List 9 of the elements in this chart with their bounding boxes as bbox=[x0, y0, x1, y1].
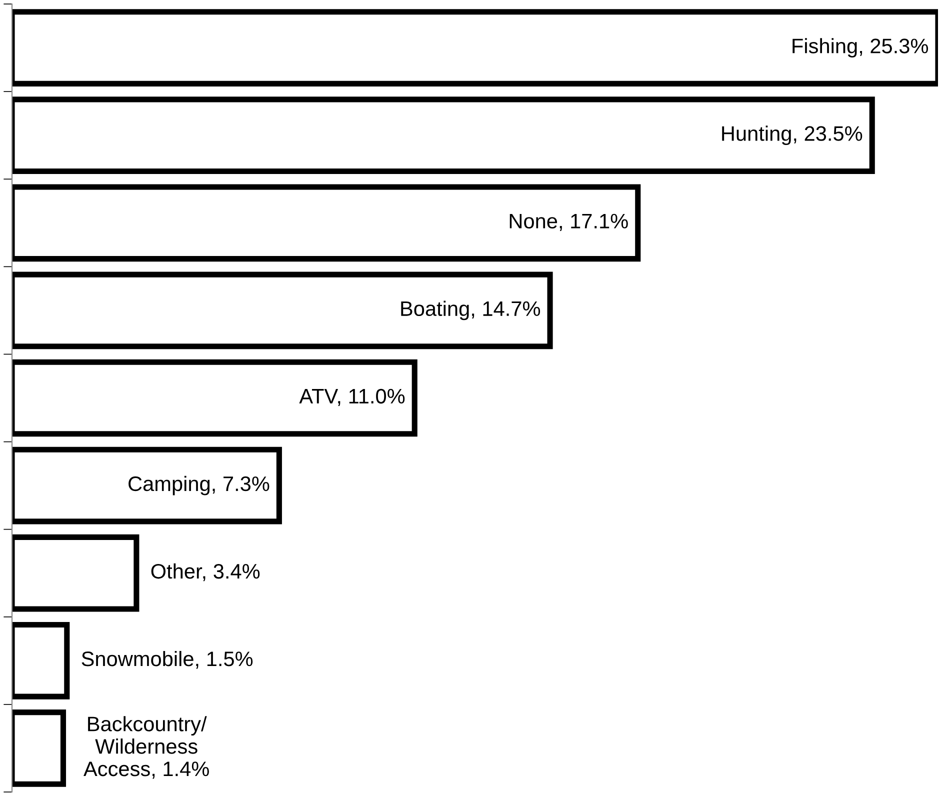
data-label: Snowmobile, 1.5% bbox=[82, 650, 253, 669]
data-label: Fishing, 25.3% bbox=[792, 38, 928, 58]
data-label: Other, 3.4% bbox=[151, 563, 260, 582]
data-label: Camping, 7.3% bbox=[128, 476, 270, 496]
data-label: ATV, 11.0% bbox=[299, 388, 405, 406]
data-label: None, 17.1% bbox=[510, 214, 628, 231]
data-label: Hunting, 23.5% bbox=[722, 126, 862, 146]
data-label: Boating, 14.7% bbox=[401, 300, 540, 320]
data-label: Backcountry/ Wilderness Access, 1.4% bbox=[84, 716, 209, 779]
